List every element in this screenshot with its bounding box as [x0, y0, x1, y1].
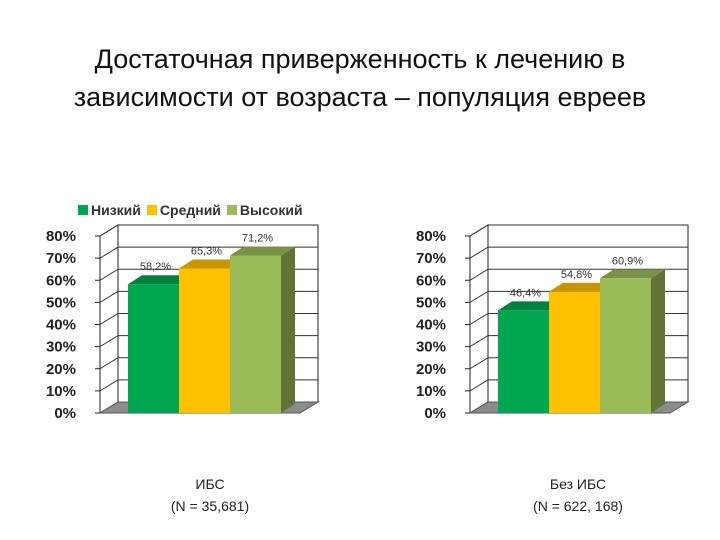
- y-tick-label: 70%: [416, 250, 446, 267]
- y-tick-label: 30%: [46, 339, 76, 356]
- chart-ibs: 0% 10% 20% 30% 40% 50% 60% 70% 80% 58,2% 65,3% 71,2…: [46, 224, 320, 422]
- data-label: 71,2%: [242, 232, 273, 244]
- bar-top: [230, 246, 295, 256]
- title-line-2: зависимости от возраста – популяция евре…: [73, 82, 647, 112]
- y-tick-label: 60%: [416, 272, 446, 289]
- data-label: 58,2%: [140, 261, 171, 273]
- bar: [179, 268, 230, 413]
- y-tick-label: 30%: [416, 339, 446, 356]
- bar: [498, 310, 549, 413]
- legend-label-medium: Средний: [159, 202, 221, 218]
- gridline: [469, 224, 688, 237]
- chart-ibs-caption: ИБС (N = 35,681): [90, 473, 330, 517]
- legend-swatch-medium: [146, 205, 157, 215]
- y-tick-label: 0%: [54, 405, 76, 422]
- y-tick-label: 50%: [416, 294, 446, 311]
- y-tick-label: 80%: [46, 228, 76, 245]
- y-tick-label: 20%: [46, 361, 76, 378]
- chart-ibs-caption-line2: (N = 35,681): [170, 498, 250, 514]
- page-title: Достаточная приверженность к лечению в з…: [20, 40, 700, 116]
- legend-label-high: Высокий: [239, 202, 303, 218]
- legend-label-low: Низкий: [91, 202, 141, 218]
- bar-top: [549, 282, 614, 292]
- legend-item-medium: Средний: [146, 202, 221, 218]
- title-line-1: Достаточная приверженность к лечению в: [94, 44, 626, 74]
- legend-swatch-high: [226, 205, 237, 215]
- bar-top: [498, 301, 563, 311]
- y-tick-label: 50%: [46, 294, 76, 311]
- chart-legend: Низкий Средний Высокий: [78, 201, 309, 219]
- chart-no-ibs-caption: Без ИБС (N = 622, 168): [458, 473, 698, 517]
- gridline: [99, 224, 318, 237]
- y-tick-label: 0%: [424, 405, 446, 422]
- bar: [128, 284, 179, 413]
- data-label: 54,8%: [561, 269, 592, 281]
- y-tick-label: 80%: [416, 228, 446, 245]
- y-tick-label: 20%: [416, 361, 446, 378]
- y-tick-label: 10%: [416, 383, 446, 400]
- bar-top: [600, 269, 665, 279]
- gridline: [469, 246, 688, 259]
- bar: [600, 278, 651, 413]
- y-tick-label: 60%: [46, 272, 76, 289]
- legend-swatch-low: [78, 205, 88, 215]
- bar-top: [179, 259, 244, 269]
- bar-side: [281, 246, 295, 413]
- y-tick-label: 10%: [46, 383, 76, 400]
- y-tick-label: 70%: [46, 250, 76, 267]
- chart-no-ibs: 0% 10% 20% 30% 40% 50% 60% 70% 80% 46,4% 54,8% 60,9…: [416, 224, 690, 422]
- y-tick-label: 40%: [416, 317, 446, 334]
- bar-side: [651, 269, 665, 413]
- bar: [549, 291, 600, 413]
- gridline: [469, 268, 688, 281]
- y-tick-label: 40%: [46, 317, 76, 334]
- legend-item-low: Низкий: [78, 202, 141, 218]
- data-label: 60,9%: [612, 255, 643, 267]
- bar: [230, 255, 281, 413]
- bar-top: [128, 275, 193, 285]
- chart-no-ibs-caption-line1: Без ИБС: [549, 476, 607, 492]
- data-label: 46,4%: [510, 287, 541, 299]
- chart-ibs-caption-line1: ИБС: [195, 476, 225, 492]
- data-label: 65,3%: [191, 246, 222, 258]
- chart-no-ibs-caption-line2: (N = 622, 168): [533, 498, 623, 514]
- legend-item-high: Высокий: [226, 202, 303, 218]
